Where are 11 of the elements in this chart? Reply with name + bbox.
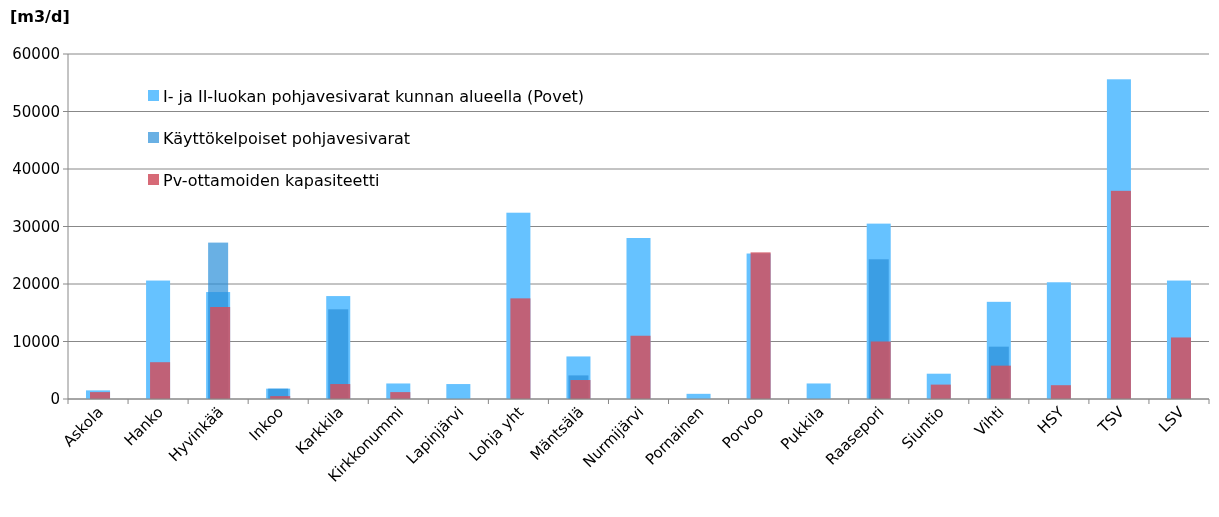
y-tick-label: 30000 [12, 217, 60, 236]
legend-label: Pv-ottamoiden kapasiteetti [163, 170, 380, 190]
y-tick-label: 20000 [12, 275, 60, 294]
legend-label: Käyttökelpoiset pohjavesivarat [163, 128, 411, 148]
y-tick-label: 40000 [12, 160, 60, 179]
y-tick-label: 0 [50, 390, 60, 409]
y-axis-title: [m3/d] [10, 7, 70, 26]
y-tick-label: 60000 [12, 45, 60, 64]
y-tick-label: 10000 [12, 332, 60, 351]
legend-label: I- ja II-luokan pohjavesivarat kunnan alueella (Povet) [163, 86, 584, 106]
y-tick-label: 50000 [12, 102, 60, 121]
